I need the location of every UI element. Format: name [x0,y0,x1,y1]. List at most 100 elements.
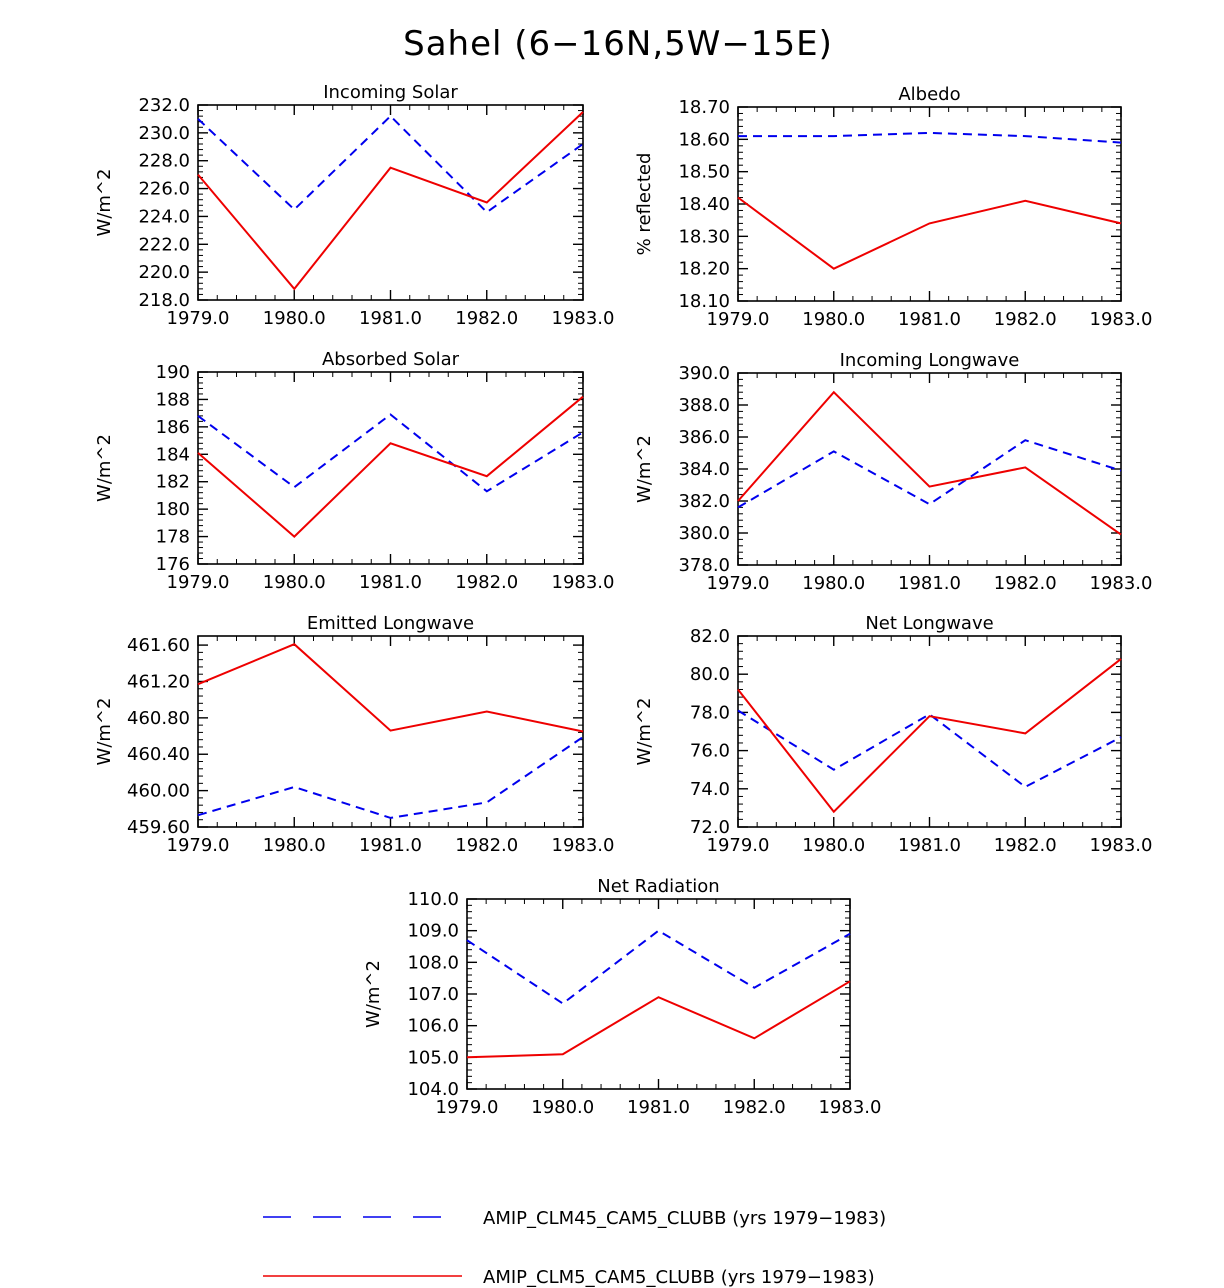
emitted-longwave-panel: Emitted Longwave W/m^2 1979.0 1980.0 1981.0 1… [94,613,614,856]
incoming-longwave-ytick-label: 390.0 [678,363,730,384]
net-radiation-panel: Net Radiation W/m^2 1979.0 1980.0 1981.0 1982… [363,876,881,1118]
absorbed-solar-ytick-label: 184 [156,444,190,465]
emitted-longwave-ytick-label: 461.60 [127,635,190,656]
net-longwave-series-amip-clm5-cam5-clubb [737,658,1122,814]
incoming-solar-ytick-label: 228.0 [138,151,190,172]
emitted-longwave-ytick-label: 460.40 [127,744,190,765]
emitted-longwave-xtick-label: 1981.0 [359,835,422,856]
incoming-longwave-xtick-label: 1980.0 [802,573,865,594]
absorbed-solar-ytick-label: 180 [156,499,190,520]
net-radiation-xtick-label: 1983.0 [819,1097,882,1118]
net-longwave-ytick-label: 76.0 [690,741,730,762]
albedo-xtick-label: 1981.0 [898,309,961,330]
net-radiation-ytick-label: 108.0 [407,952,459,973]
net-longwave-xtick-label: 1980.0 [802,835,865,856]
net-longwave-plot-frame [737,635,1122,828]
net-longwave-panel: Net Longwave W/m^2 1979.0 1980.0 1981.0 1982.… [634,613,1152,856]
incoming-longwave-ytick-label: 384.0 [678,459,730,480]
net-longwave-ytick-label: 82.0 [690,626,730,647]
incoming-longwave-xtick-label: 1982.0 [994,573,1057,594]
albedo-ytick-label: 18.60 [678,129,730,150]
net-radiation-ytick-label: 107.0 [407,984,459,1005]
absorbed-solar-ytick-label: 176 [156,554,190,575]
net-radiation-xtick-label: 1981.0 [627,1097,690,1118]
albedo-ytick-label: 18.10 [678,291,730,312]
incoming-solar-panel: Incoming Solar W/m^2 1979.0 1980.0 1981.0 198… [94,82,614,329]
net-longwave-xtick-label: 1979.0 [707,835,770,856]
incoming-longwave-ytick-label: 380.0 [678,523,730,544]
absorbed-solar-xtick-label: 1981.0 [359,572,422,593]
net-radiation-xtick-label: 1979.0 [436,1097,499,1118]
net-longwave-ylabel: W/m^2 [634,698,655,766]
incoming-solar-ytick-label: 226.0 [138,179,190,200]
incoming-solar-ytick-label: 230.0 [138,123,190,144]
incoming-longwave-xtick-label: 1981.0 [898,573,961,594]
incoming-longwave-ytick-label: 382.0 [678,491,730,512]
net-radiation-xtick-label: 1980.0 [531,1097,594,1118]
net-longwave-ytick-label: 72.0 [690,817,730,838]
incoming-longwave-xtick-label: 1983.0 [1090,573,1153,594]
incoming-solar-ytick-label: 218.0 [138,290,190,311]
incoming-longwave-ytick-label: 378.0 [678,555,730,576]
incoming-solar-xtick-label: 1983.0 [552,308,615,329]
absorbed-solar-ytick-label: 190 [156,362,190,383]
albedo-xtick-label: 1982.0 [994,309,1057,330]
absorbed-solar-xtick-label: 1983.0 [552,572,615,593]
incoming-solar-xtick-label: 1980.0 [263,308,326,329]
incoming-longwave-ylabel: W/m^2 [634,435,655,503]
incoming-solar-xtick-label: 1982.0 [455,308,518,329]
incoming-solar-plot-frame [197,104,584,301]
albedo-ytick-label: 18.40 [678,194,730,215]
albedo-xtick-label: 1983.0 [1090,309,1153,330]
absorbed-solar-ytick-label: 182 [156,472,190,493]
incoming-solar-ytick-label: 222.0 [138,234,190,255]
net-longwave-ytick-label: 80.0 [690,664,730,685]
absorbed-solar-xtick-label: 1979.0 [167,572,230,593]
net-radiation-ytick-label: 105.0 [407,1047,459,1068]
emitted-longwave-ytick-label: 461.20 [127,671,190,692]
net-radiation-ylabel: W/m^2 [363,960,384,1028]
albedo-panel: Albedo % reflected 1979.0 1980.0 1981.0 1982.… [634,84,1152,330]
albedo-ytick-label: 18.20 [678,259,730,280]
net-longwave-xtick-label: 1982.0 [994,835,1057,856]
net-radiation-series-amip-clm45-cam5-clubb [466,929,851,1005]
incoming-longwave-xtick-label: 1979.0 [707,573,770,594]
legend-label-1: AMIP_CLM45_CAM5_CLUBB (yrs 1979−1983) [483,1208,886,1229]
emitted-longwave-series-amip-clm5-cam5-clubb [197,643,584,733]
absorbed-solar-title: Absorbed Solar [322,349,460,370]
emitted-longwave-title: Emitted Longwave [307,613,474,634]
incoming-solar-ytick-label: 220.0 [138,262,190,283]
albedo-series-amip-clm5-cam5-clubb [737,196,1122,270]
absorbed-solar-ytick-label: 186 [156,417,190,438]
net-radiation-title: Net Radiation [597,876,719,897]
incoming-longwave-plot-frame [737,372,1122,566]
incoming-longwave-series-amip-clm45-cam5-clubb [737,439,1122,509]
absorbed-solar-xtick-label: 1980.0 [263,572,326,593]
albedo-title: Albedo [898,84,960,105]
incoming-solar-ylabel: W/m^2 [94,169,115,237]
incoming-solar-title: Incoming Solar [323,82,458,103]
net-radiation-plot-frame [466,898,851,1090]
incoming-solar-series-amip-clm45-cam5-clubb [197,114,584,214]
net-radiation-ytick-label: 104.0 [407,1079,459,1100]
emitted-longwave-ytick-label: 459.60 [127,817,190,838]
figure-title: Sahel (6−16N,5W−15E) [403,24,833,64]
emitted-longwave-ytick-label: 460.80 [127,708,190,729]
emitted-longwave-xtick-label: 1980.0 [263,835,326,856]
emitted-longwave-xtick-label: 1979.0 [167,835,230,856]
absorbed-solar-ytick-label: 188 [156,389,190,410]
net-longwave-xtick-label: 1983.0 [1090,835,1153,856]
legend: AMIP_CLM45_CAM5_CLUBB (yrs 1979−1983) AMI… [263,1208,886,1288]
albedo-xtick-label: 1980.0 [802,309,865,330]
incoming-longwave-series-amip-clm5-cam5-clubb [737,390,1122,536]
incoming-solar-series-amip-clm5-cam5-clubb [197,111,584,291]
emitted-longwave-xtick-label: 1982.0 [455,835,518,856]
incoming-longwave-panel: Incoming Longwave W/m^2 1979.0 1980.0 1981.0… [634,350,1152,594]
chart-panels: Incoming Solar W/m^2 1979.0 1980.0 1981.0 198… [94,82,1152,1118]
albedo-xtick-label: 1979.0 [707,309,770,330]
albedo-plot-frame [737,106,1122,302]
absorbed-solar-ytick-label: 178 [156,527,190,548]
net-radiation-ytick-label: 109.0 [407,921,459,942]
net-longwave-ytick-label: 78.0 [690,702,730,723]
albedo-ytick-label: 18.70 [678,97,730,118]
